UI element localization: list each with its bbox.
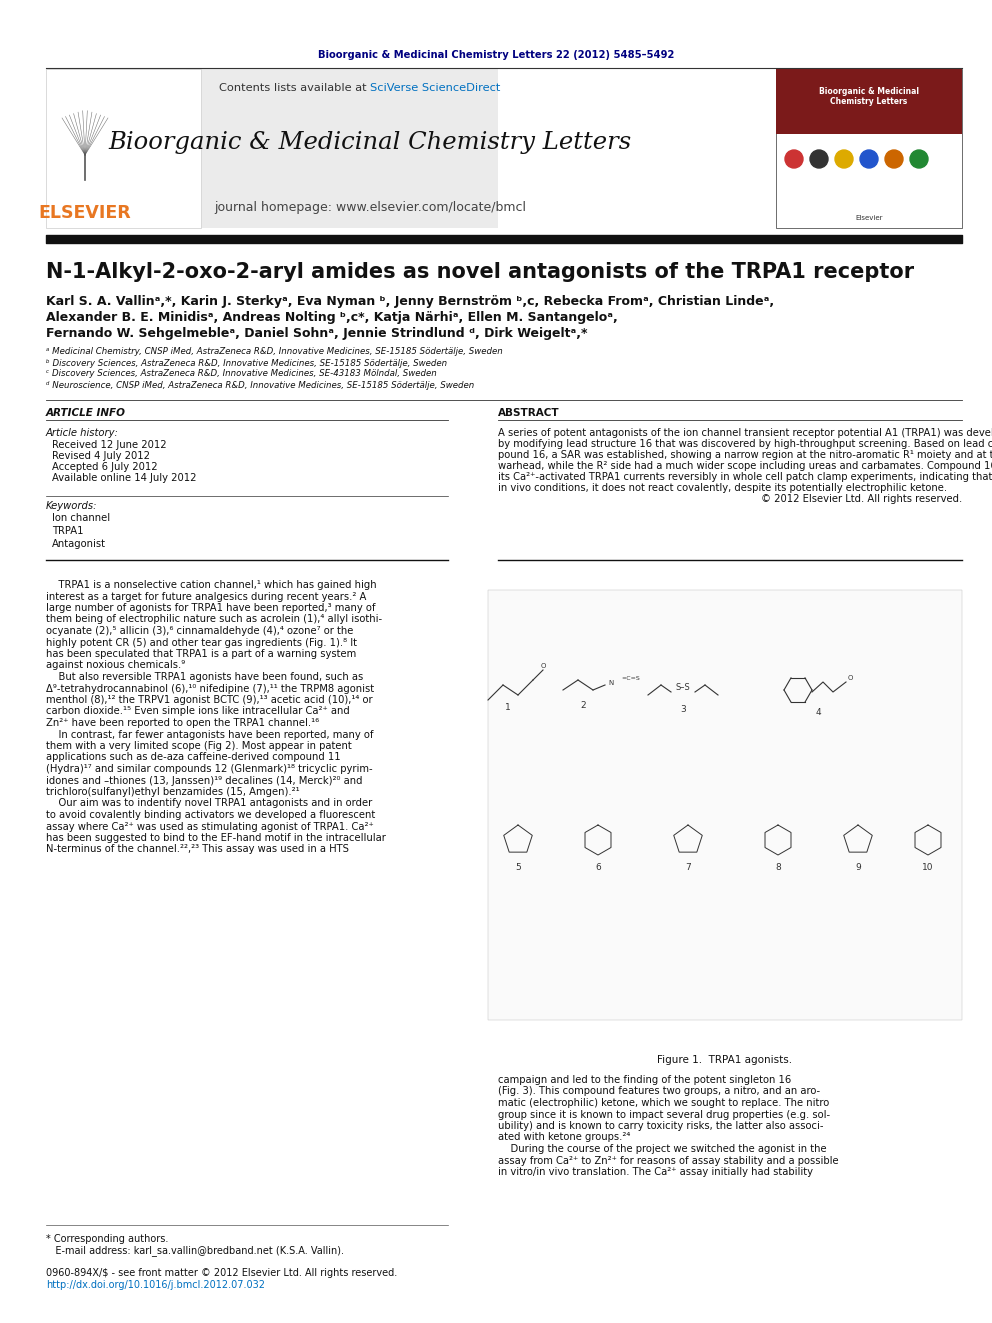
Text: Ion channel: Ion channel <box>52 513 110 523</box>
Text: Antagonist: Antagonist <box>52 538 106 549</box>
Text: menthol (8),¹² the TRPV1 agonist BCTC (9),¹³ acetic acid (10),¹⁴ or: menthol (8),¹² the TRPV1 agonist BCTC (9… <box>46 695 373 705</box>
Text: ated with ketone groups.²⁴: ated with ketone groups.²⁴ <box>498 1132 630 1143</box>
Text: (Fig. 3). This compound features two groups, a nitro, and an aro-: (Fig. 3). This compound features two gro… <box>498 1086 820 1097</box>
Text: warhead, while the R² side had a much wider scope including ureas and carbamates: warhead, while the R² side had a much wi… <box>498 460 992 471</box>
Circle shape <box>885 149 903 168</box>
Text: Elsevier: Elsevier <box>855 216 883 221</box>
Text: interest as a target for future analgesics during recent years.² A: interest as a target for future analgesi… <box>46 591 366 602</box>
Text: 2: 2 <box>580 701 586 710</box>
Text: against noxious chemicals.⁹: against noxious chemicals.⁹ <box>46 660 186 671</box>
Text: N: N <box>608 680 614 687</box>
Text: But also reversible TRPA1 agonists have been found, such as: But also reversible TRPA1 agonists have … <box>46 672 363 681</box>
Text: N-1-Alkyl-2-oxo-2-aryl amides as novel antagonists of the TRPA1 receptor: N-1-Alkyl-2-oxo-2-aryl amides as novel a… <box>46 262 914 282</box>
Text: Bioorganic & Medicinal
Chemistry Letters: Bioorganic & Medicinal Chemistry Letters <box>819 87 919 106</box>
Text: Bioorganic & Medicinal Chemistry Letters 22 (2012) 5485–5492: Bioorganic & Medicinal Chemistry Letters… <box>317 50 675 60</box>
Text: Fernando W. Sehgelmebleᵃ, Daniel Sohnᵃ, Jennie Strindlund ᵈ, Dirk Weigeltᵃ,*: Fernando W. Sehgelmebleᵃ, Daniel Sohnᵃ, … <box>46 328 587 340</box>
Text: in vivo conditions, it does not react covalently, despite its potentially electr: in vivo conditions, it does not react co… <box>498 483 947 493</box>
Text: © 2012 Elsevier Ltd. All rights reserved.: © 2012 Elsevier Ltd. All rights reserved… <box>761 493 962 504</box>
Text: During the course of the project we switched the agonist in the: During the course of the project we swit… <box>498 1144 826 1154</box>
Bar <box>46 69 201 228</box>
Text: Revised 4 July 2012: Revised 4 July 2012 <box>52 451 150 460</box>
Text: 10: 10 <box>923 863 933 872</box>
Circle shape <box>810 149 828 168</box>
Text: ABSTRACT: ABSTRACT <box>498 407 559 418</box>
Text: large number of agonists for TRPA1 have been reported,³ many of: large number of agonists for TRPA1 have … <box>46 603 376 613</box>
Text: Accepted 6 July 2012: Accepted 6 July 2012 <box>52 462 158 472</box>
Text: has been speculated that TRPA1 is a part of a warning system: has been speculated that TRPA1 is a part… <box>46 650 356 659</box>
Text: S–S: S–S <box>676 683 690 692</box>
Text: Our aim was to indentify novel TRPA1 antagonists and in order: Our aim was to indentify novel TRPA1 ant… <box>46 799 372 808</box>
Circle shape <box>910 149 928 168</box>
Bar <box>488 590 962 1020</box>
Text: 3: 3 <box>681 705 685 714</box>
Text: journal homepage: www.elsevier.com/locate/bmcl: journal homepage: www.elsevier.com/locat… <box>214 201 526 213</box>
Text: trichloro(sulfanyl)ethyl benzamides (15, Amgen).²¹: trichloro(sulfanyl)ethyl benzamides (15,… <box>46 787 300 796</box>
Text: assay from Ca²⁺ to Zn²⁺ for reasons of assay stability and a possible: assay from Ca²⁺ to Zn²⁺ for reasons of a… <box>498 1155 838 1166</box>
Text: Figure 1.  TRPA1 agonists.: Figure 1. TRPA1 agonists. <box>658 1054 793 1065</box>
Text: them being of electrophilic nature such as acrolein (1),⁴ allyl isothi-: them being of electrophilic nature such … <box>46 614 382 624</box>
Text: Karl S. A. Vallinᵃ,*, Karin J. Sterkyᵃ, Eva Nyman ᵇ, Jenny Bernström ᵇ,c, Rebeck: Karl S. A. Vallinᵃ,*, Karin J. Sterkyᵃ, … <box>46 295 774 308</box>
Text: ᵈ Neuroscience, CNSP iMed, AstraZeneca R&D, Innovative Medicines, SE-15185 Söder: ᵈ Neuroscience, CNSP iMed, AstraZeneca R… <box>46 381 474 389</box>
Text: group since it is known to impact several drug properties (e.g. sol-: group since it is known to impact severa… <box>498 1110 830 1119</box>
Text: Available online 14 July 2012: Available online 14 July 2012 <box>52 474 196 483</box>
Text: ubility) and is known to carry toxicity risks, the latter also associ-: ubility) and is known to carry toxicity … <box>498 1121 823 1131</box>
Text: Keywords:: Keywords: <box>46 501 97 511</box>
Text: ARTICLE INFO: ARTICLE INFO <box>46 407 126 418</box>
Bar <box>776 69 962 228</box>
Text: SciVerse ScienceDirect: SciVerse ScienceDirect <box>370 83 500 93</box>
Bar <box>776 69 962 134</box>
Text: idones and –thiones (13, Janssen)¹⁹ decalines (14, Merck)²⁰ and: idones and –thiones (13, Janssen)¹⁹ deca… <box>46 775 362 786</box>
Text: 6: 6 <box>595 863 601 872</box>
Text: http://dx.doi.org/10.1016/j.bmcl.2012.07.032: http://dx.doi.org/10.1016/j.bmcl.2012.07… <box>46 1279 265 1290</box>
Text: has been suggested to bind to the EF-hand motif in the intracellular: has been suggested to bind to the EF-han… <box>46 833 386 843</box>
Text: in vitro/in vivo translation. The Ca²⁺ assay initially had stability: in vitro/in vivo translation. The Ca²⁺ a… <box>498 1167 813 1177</box>
Bar <box>186 69 498 228</box>
Text: =C=S: =C=S <box>621 676 640 681</box>
Text: Zn²⁺ have been reported to open the TRPA1 channel.¹⁶: Zn²⁺ have been reported to open the TRPA… <box>46 718 319 728</box>
Text: highly potent CR (5) and other tear gas ingredients (Fig. 1).⁸ It: highly potent CR (5) and other tear gas … <box>46 638 357 647</box>
Text: ocyanate (2),⁵ allicin (3),⁶ cinnamaldehyde (4),⁴ ozone⁷ or the: ocyanate (2),⁵ allicin (3),⁶ cinnamaldeh… <box>46 626 353 636</box>
Text: pound 16, a SAR was established, showing a narrow region at the nitro-aromatic R: pound 16, a SAR was established, showing… <box>498 450 992 460</box>
Text: TRPA1: TRPA1 <box>52 527 83 536</box>
Text: 5: 5 <box>515 863 521 872</box>
Text: Δ⁹-tetrahydrocannabinol (6),¹⁰ nifedipine (7),¹¹ the TRPM8 agonist: Δ⁹-tetrahydrocannabinol (6),¹⁰ nifedipin… <box>46 684 374 693</box>
Text: by modifying lead structure 16 that was discovered by high-throughput screening.: by modifying lead structure 16 that was … <box>498 439 992 448</box>
Text: * Corresponding authors.: * Corresponding authors. <box>46 1234 169 1244</box>
Text: 1: 1 <box>505 703 511 712</box>
Text: (Hydra)¹⁷ and similar compounds 12 (Glenmark)¹⁸ tricyclic pyrim-: (Hydra)¹⁷ and similar compounds 12 (Glen… <box>46 763 373 774</box>
Text: ᶜ Discovery Sciences, AstraZeneca R&D, Innovative Medicines, SE-43183 Mölndal, S: ᶜ Discovery Sciences, AstraZeneca R&D, I… <box>46 369 436 378</box>
Text: O: O <box>847 675 853 681</box>
Text: 9: 9 <box>855 863 861 872</box>
Text: Article history:: Article history: <box>46 429 119 438</box>
Text: In contrast, far fewer antagonists have been reported, many of: In contrast, far fewer antagonists have … <box>46 729 374 740</box>
Text: E-mail address: karl_sa.vallin@bredband.net (K.S.A. Vallin).: E-mail address: karl_sa.vallin@bredband.… <box>46 1245 344 1257</box>
Circle shape <box>860 149 878 168</box>
Text: matic (electrophilic) ketone, which we sought to replace. The nitro: matic (electrophilic) ketone, which we s… <box>498 1098 829 1107</box>
Text: them with a very limited scope (Fig 2). Most appear in patent: them with a very limited scope (Fig 2). … <box>46 741 352 751</box>
Text: Bioorganic & Medicinal Chemistry Letters: Bioorganic & Medicinal Chemistry Letters <box>108 131 632 155</box>
Text: ELSEVIER: ELSEVIER <box>39 204 131 222</box>
Text: ᵇ Discovery Sciences, AstraZeneca R&D, Innovative Medicines, SE-15185 Södertälje: ᵇ Discovery Sciences, AstraZeneca R&D, I… <box>46 359 447 368</box>
Circle shape <box>835 149 853 168</box>
Text: to avoid covalently binding activators we developed a fluorescent: to avoid covalently binding activators w… <box>46 810 375 820</box>
Text: applications such as de-aza caffeine-derived compound 11: applications such as de-aza caffeine-der… <box>46 753 340 762</box>
Text: Received 12 June 2012: Received 12 June 2012 <box>52 441 167 450</box>
Text: 8: 8 <box>775 863 781 872</box>
Text: ᵃ Medicinal Chemistry, CNSP iMed, AstraZeneca R&D, Innovative Medicines, SE-1518: ᵃ Medicinal Chemistry, CNSP iMed, AstraZ… <box>46 348 503 356</box>
Text: A series of potent antagonists of the ion channel transient receptor potential A: A series of potent antagonists of the io… <box>498 429 992 438</box>
Text: campaign and led to the finding of the potent singleton 16: campaign and led to the finding of the p… <box>498 1076 792 1085</box>
Text: 4: 4 <box>815 708 820 717</box>
Text: Alexander B. E. Minidisᵃ, Andreas Nolting ᵇ,c*, Katja Närhiᵃ, Ellen M. Santangel: Alexander B. E. Minidisᵃ, Andreas Noltin… <box>46 311 618 324</box>
Text: its Ca²⁺-activated TRPA1 currents reversibly in whole cell patch clamp experimen: its Ca²⁺-activated TRPA1 currents revers… <box>498 472 992 482</box>
Text: assay where Ca²⁺ was used as stimulating agonist of TRPA1. Ca²⁺: assay where Ca²⁺ was used as stimulating… <box>46 822 374 831</box>
Text: 0960-894X/$ - see front matter © 2012 Elsevier Ltd. All rights reserved.: 0960-894X/$ - see front matter © 2012 El… <box>46 1267 397 1278</box>
Text: Contents lists available at: Contents lists available at <box>219 83 370 93</box>
Text: O: O <box>541 663 546 669</box>
Circle shape <box>785 149 803 168</box>
Text: TRPA1 is a nonselective cation channel,¹ which has gained high: TRPA1 is a nonselective cation channel,¹… <box>46 579 377 590</box>
Text: N-terminus of the channel.²²,²³ This assay was used in a HTS: N-terminus of the channel.²²,²³ This ass… <box>46 844 349 855</box>
Text: 7: 7 <box>685 863 690 872</box>
Text: carbon dioxide.¹⁵ Even simple ions like intracellular Ca²⁺ and: carbon dioxide.¹⁵ Even simple ions like … <box>46 706 350 717</box>
